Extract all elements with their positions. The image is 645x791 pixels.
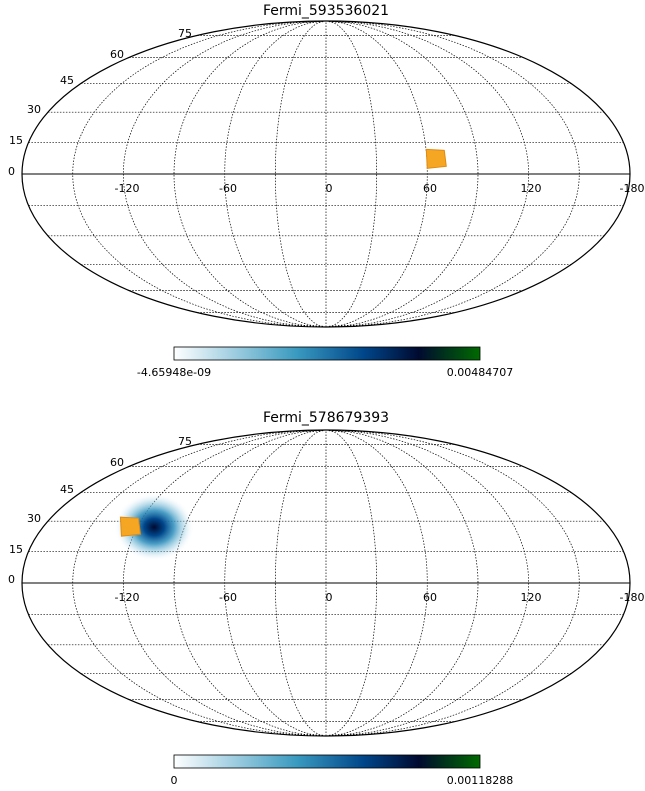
mollweide-map: Fermi_593536021 75 60 45 30 15 0 -120 -6…: [8, 3, 644, 379]
meridian-line: [325, 20, 530, 328]
lon-label: 0: [326, 591, 333, 604]
meridian-line: [325, 429, 580, 737]
mollweide-map: Fermi_578679393 75 60 45 30 15 0 -120 -6…: [8, 410, 644, 787]
overlay: [114, 493, 195, 562]
colorbar-gradient: [173, 346, 481, 361]
meridian-line: [325, 20, 428, 328]
meridian-line: [274, 429, 327, 737]
lon-label: -180: [620, 182, 645, 195]
meridian-line: [72, 20, 327, 328]
colorbar-max-label: 0.00484707: [447, 366, 513, 379]
lat-label: 45: [60, 483, 74, 496]
graticule: [21, 20, 631, 328]
lat-label: 60: [110, 456, 124, 469]
lon-label: -120: [115, 182, 140, 195]
meridian-line: [224, 429, 327, 737]
localization-patch: [425, 148, 447, 169]
lat-label: 30: [27, 103, 41, 116]
skymap-panel-2: Fermi_578679393 75 60 45 30 15 0 -120 -6…: [0, 405, 645, 791]
lat-label: 0: [8, 165, 15, 178]
meridian-line: [224, 20, 327, 328]
lon-label: -180: [620, 591, 645, 604]
meridian-line: [325, 429, 428, 737]
lat-label: 15: [9, 134, 23, 147]
lon-label: 60: [423, 591, 437, 604]
colorbar-min-label: 0: [171, 774, 178, 787]
lat-label: 75: [178, 27, 192, 40]
lat-label: 45: [60, 74, 74, 87]
lon-label: -120: [115, 591, 140, 604]
colorbar-gradient: [173, 754, 481, 769]
lon-label: 0: [326, 182, 333, 195]
lon-label: -60: [219, 182, 237, 195]
lat-label: 0: [8, 573, 15, 586]
meridian-line: [274, 20, 327, 328]
skymap-panel-1: Fermi_593536021 75 60 45 30 15 0 -120 -6…: [0, 0, 645, 395]
meridian-line: [325, 20, 378, 328]
localization-patch: [119, 516, 141, 537]
lon-label: -60: [219, 591, 237, 604]
colorbar-min-label: -4.65948e-09: [137, 366, 211, 379]
lon-label: 120: [521, 591, 542, 604]
lat-label: 15: [9, 543, 23, 556]
map-title: Fermi_578679393: [263, 410, 389, 426]
lat-label: 30: [27, 512, 41, 525]
map-title: Fermi_593536021: [263, 3, 389, 19]
colorbar: 0 0.00118288: [171, 754, 513, 787]
meridian-line: [325, 20, 580, 328]
meridian-line: [122, 20, 327, 328]
overlay: [425, 148, 447, 169]
lat-label: 75: [178, 435, 192, 448]
axis-labels: 75 60 45 30 15 0 -120 -60 0 60 120 -180: [8, 27, 644, 195]
meridian-line: [325, 429, 530, 737]
meridian-line: [122, 429, 327, 737]
lon-label: 120: [521, 182, 542, 195]
colorbar-max-label: 0.00118288: [447, 774, 513, 787]
meridian-line: [72, 429, 327, 737]
lon-label: 60: [423, 182, 437, 195]
axis-labels: 75 60 45 30 15 0 -120 -60 0 60 120 -180: [8, 435, 644, 604]
probability-blob: [114, 493, 195, 562]
lat-label: 60: [110, 48, 124, 61]
graticule: [21, 429, 631, 737]
colorbar: -4.65948e-09 0.00484707: [137, 346, 513, 379]
meridian-line: [325, 429, 378, 737]
